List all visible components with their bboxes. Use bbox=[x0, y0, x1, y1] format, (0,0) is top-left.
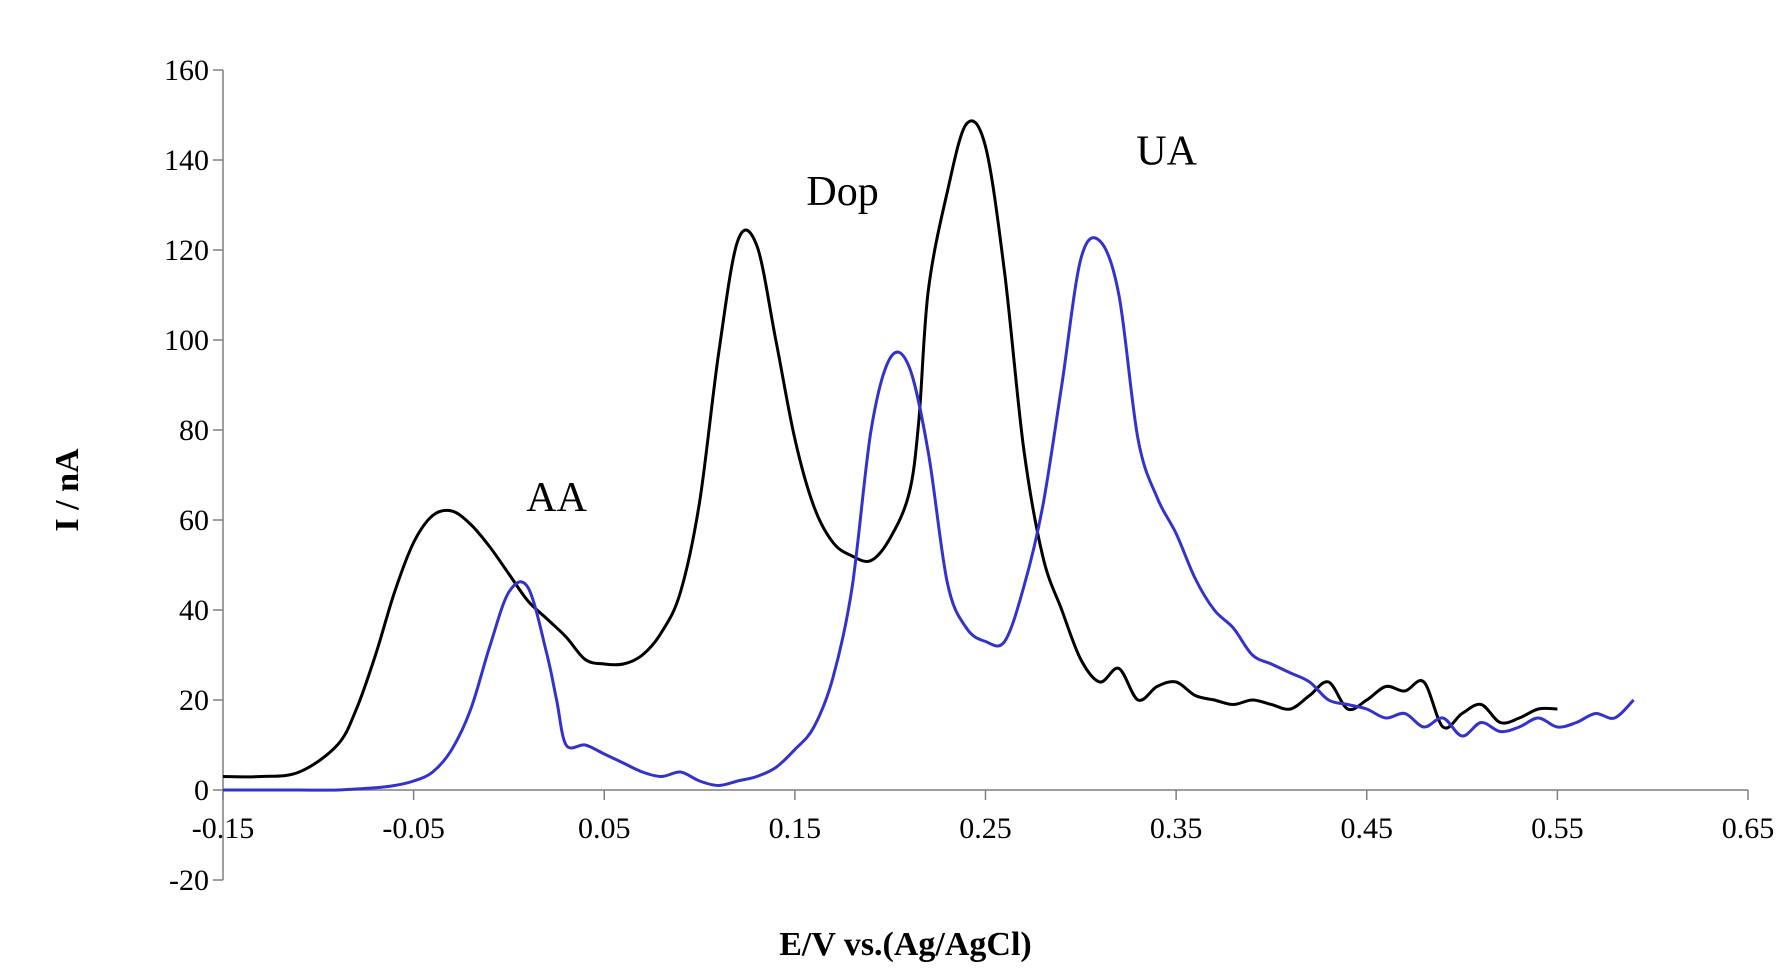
y-tick-label: -20 bbox=[169, 864, 209, 897]
x-tick-label: -0.15 bbox=[192, 812, 255, 845]
x-ticks: -0.15 -0.05 0.05 0.15 0.25 0.35 0.45 0.55 0.65 bbox=[192, 790, 1775, 845]
x-tick-label: 0.55 bbox=[1531, 812, 1584, 845]
peak-label-aa: AA bbox=[526, 475, 587, 521]
peak-label-ua: UA bbox=[1136, 129, 1197, 175]
x-axis-title: E/V vs.(Ag/AgCl) bbox=[779, 926, 1032, 963]
y-ticks: -20 0 20 40 60 80 100 120 140 160 bbox=[164, 54, 223, 897]
axes: -20 0 20 40 60 80 100 120 140 160 -0.15 -0.05 0.05 0… bbox=[164, 54, 1774, 897]
series-line-1 bbox=[222, 119, 1558, 779]
y-tick-label: 100 bbox=[164, 324, 209, 357]
y-tick-label: 140 bbox=[164, 144, 209, 177]
y-tick-label: 20 bbox=[179, 684, 209, 717]
x-tick-label: 0.35 bbox=[1150, 812, 1203, 845]
x-tick-label: 0.65 bbox=[1722, 812, 1775, 845]
x-tick-label: 0.45 bbox=[1341, 812, 1394, 845]
y-tick-label: 160 bbox=[164, 54, 209, 87]
x-tick-label: 0.15 bbox=[769, 812, 822, 845]
series-line-2 bbox=[222, 236, 1635, 792]
annotation-layer: AA Dop UA bbox=[526, 129, 1197, 522]
x-tick-label: 0.25 bbox=[959, 812, 1012, 845]
y-tick-label: 40 bbox=[179, 594, 209, 627]
peak-label-dop: Dop bbox=[806, 169, 878, 215]
y-tick-label: 120 bbox=[164, 234, 209, 267]
series-layer bbox=[222, 119, 1635, 792]
y-axis-title: I / nA bbox=[49, 448, 86, 532]
x-tick-label: 0.05 bbox=[578, 812, 631, 845]
y-tick-label: 60 bbox=[179, 504, 209, 537]
y-tick-label: 0 bbox=[194, 774, 209, 807]
y-tick-label: 80 bbox=[179, 414, 209, 447]
x-tick-label: -0.05 bbox=[382, 812, 445, 845]
